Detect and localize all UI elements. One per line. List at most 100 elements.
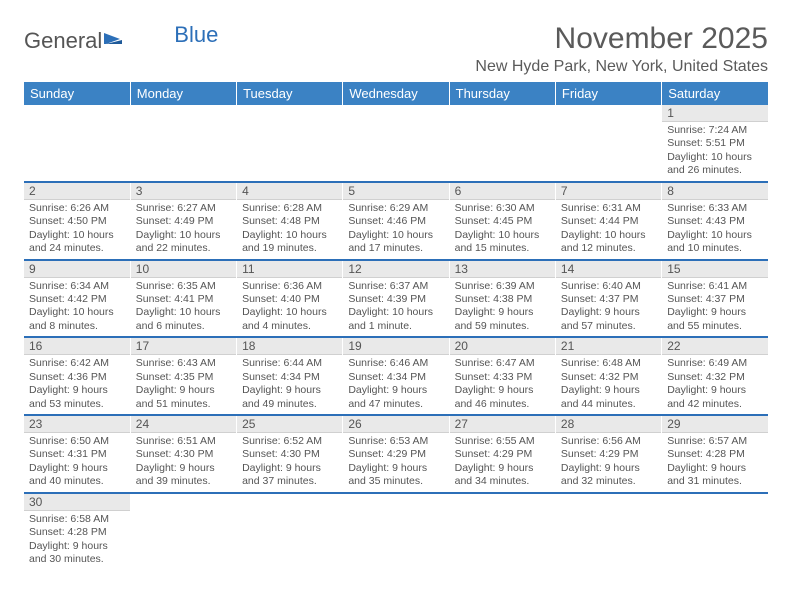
day-number: 12 bbox=[343, 261, 448, 278]
sunrise-line: Sunrise: 6:27 AM bbox=[136, 202, 231, 215]
sunrise-line: Sunrise: 6:49 AM bbox=[667, 357, 763, 370]
calendar-day-cell: 2Sunrise: 6:26 AMSunset: 4:50 PMDaylight… bbox=[24, 182, 130, 260]
header: General Blue November 2025 New Hyde Park… bbox=[24, 22, 768, 76]
day-data: Sunrise: 6:46 AMSunset: 4:34 PMDaylight:… bbox=[343, 355, 448, 414]
sunrise-line: Sunrise: 6:46 AM bbox=[348, 357, 443, 370]
sunrise-line: Sunrise: 6:50 AM bbox=[29, 435, 125, 448]
sunset-line: Sunset: 4:39 PM bbox=[348, 293, 443, 306]
sunset-line: Sunset: 4:29 PM bbox=[561, 448, 656, 461]
weekday-header: Thursday bbox=[449, 82, 555, 105]
sunset-line: Sunset: 4:43 PM bbox=[667, 215, 763, 228]
weekday-header: Wednesday bbox=[343, 82, 449, 105]
daylight-line: Daylight: 9 hours and 39 minutes. bbox=[136, 462, 231, 489]
calendar-body: 1Sunrise: 7:24 AMSunset: 5:51 PMDaylight… bbox=[24, 105, 768, 570]
daylight-line: Daylight: 9 hours and 37 minutes. bbox=[242, 462, 337, 489]
calendar-day-cell: 25Sunrise: 6:52 AMSunset: 4:30 PMDayligh… bbox=[237, 415, 343, 493]
sunset-line: Sunset: 4:29 PM bbox=[455, 448, 550, 461]
day-data: Sunrise: 6:40 AMSunset: 4:37 PMDaylight:… bbox=[556, 278, 661, 337]
sunset-line: Sunset: 4:29 PM bbox=[348, 448, 443, 461]
calendar-day-cell: 21Sunrise: 6:48 AMSunset: 4:32 PMDayligh… bbox=[555, 337, 661, 415]
day-data: Sunrise: 6:37 AMSunset: 4:39 PMDaylight:… bbox=[343, 278, 448, 337]
sunset-line: Sunset: 4:38 PM bbox=[455, 293, 550, 306]
weekday-header: Sunday bbox=[24, 82, 130, 105]
day-data: Sunrise: 6:26 AMSunset: 4:50 PMDaylight:… bbox=[24, 200, 130, 259]
sunset-line: Sunset: 4:30 PM bbox=[242, 448, 337, 461]
weekday-header: Saturday bbox=[662, 82, 768, 105]
calendar-day-cell: 13Sunrise: 6:39 AMSunset: 4:38 PMDayligh… bbox=[449, 260, 555, 338]
sunrise-line: Sunrise: 7:24 AM bbox=[667, 124, 763, 137]
calendar-day-cell: 7Sunrise: 6:31 AMSunset: 4:44 PMDaylight… bbox=[555, 182, 661, 260]
calendar-empty-cell bbox=[24, 105, 130, 182]
day-data: Sunrise: 6:44 AMSunset: 4:34 PMDaylight:… bbox=[237, 355, 342, 414]
sunset-line: Sunset: 4:41 PM bbox=[136, 293, 231, 306]
calendar-day-cell: 30Sunrise: 6:58 AMSunset: 4:28 PMDayligh… bbox=[24, 493, 130, 570]
day-number: 26 bbox=[343, 416, 448, 433]
calendar-day-cell: 29Sunrise: 6:57 AMSunset: 4:28 PMDayligh… bbox=[662, 415, 768, 493]
day-data: Sunrise: 6:58 AMSunset: 4:28 PMDaylight:… bbox=[24, 511, 130, 570]
day-data: Sunrise: 6:56 AMSunset: 4:29 PMDaylight:… bbox=[556, 433, 661, 492]
sunset-line: Sunset: 4:49 PM bbox=[136, 215, 231, 228]
day-number: 10 bbox=[131, 261, 236, 278]
daylight-line: Daylight: 9 hours and 42 minutes. bbox=[667, 384, 763, 411]
calendar-week-row: 23Sunrise: 6:50 AMSunset: 4:31 PMDayligh… bbox=[24, 415, 768, 493]
day-number: 17 bbox=[131, 338, 236, 355]
sunrise-line: Sunrise: 6:34 AM bbox=[29, 280, 125, 293]
sunrise-line: Sunrise: 6:35 AM bbox=[136, 280, 231, 293]
daylight-line: Daylight: 10 hours and 1 minute. bbox=[348, 306, 443, 333]
sunrise-line: Sunrise: 6:26 AM bbox=[29, 202, 125, 215]
day-data: Sunrise: 6:39 AMSunset: 4:38 PMDaylight:… bbox=[450, 278, 555, 337]
daylight-line: Daylight: 9 hours and 51 minutes. bbox=[136, 384, 231, 411]
sunrise-line: Sunrise: 6:57 AM bbox=[667, 435, 763, 448]
sunrise-line: Sunrise: 6:30 AM bbox=[455, 202, 550, 215]
calendar-week-row: 16Sunrise: 6:42 AMSunset: 4:36 PMDayligh… bbox=[24, 337, 768, 415]
sunset-line: Sunset: 4:36 PM bbox=[29, 371, 125, 384]
daylight-line: Daylight: 9 hours and 49 minutes. bbox=[242, 384, 337, 411]
sunset-line: Sunset: 4:46 PM bbox=[348, 215, 443, 228]
daylight-line: Daylight: 9 hours and 46 minutes. bbox=[455, 384, 550, 411]
calendar-empty-cell bbox=[343, 493, 449, 570]
calendar-day-cell: 20Sunrise: 6:47 AMSunset: 4:33 PMDayligh… bbox=[449, 337, 555, 415]
day-data: Sunrise: 6:30 AMSunset: 4:45 PMDaylight:… bbox=[450, 200, 555, 259]
sunrise-line: Sunrise: 6:41 AM bbox=[667, 280, 763, 293]
sunset-line: Sunset: 4:37 PM bbox=[561, 293, 656, 306]
daylight-line: Daylight: 10 hours and 22 minutes. bbox=[136, 229, 231, 256]
sunset-line: Sunset: 4:30 PM bbox=[136, 448, 231, 461]
day-number: 16 bbox=[24, 338, 130, 355]
daylight-line: Daylight: 10 hours and 6 minutes. bbox=[136, 306, 231, 333]
sunrise-line: Sunrise: 6:58 AM bbox=[29, 513, 125, 526]
daylight-line: Daylight: 9 hours and 32 minutes. bbox=[561, 462, 656, 489]
logo-flag-icon bbox=[104, 26, 126, 52]
day-data: Sunrise: 6:29 AMSunset: 4:46 PMDaylight:… bbox=[343, 200, 448, 259]
sunset-line: Sunset: 4:32 PM bbox=[667, 371, 763, 384]
day-data: Sunrise: 6:36 AMSunset: 4:40 PMDaylight:… bbox=[237, 278, 342, 337]
sunrise-line: Sunrise: 6:53 AM bbox=[348, 435, 443, 448]
daylight-line: Daylight: 10 hours and 10 minutes. bbox=[667, 229, 763, 256]
day-number: 15 bbox=[662, 261, 768, 278]
sunset-line: Sunset: 4:34 PM bbox=[242, 371, 337, 384]
day-number: 24 bbox=[131, 416, 236, 433]
sunrise-line: Sunrise: 6:36 AM bbox=[242, 280, 337, 293]
day-data: Sunrise: 6:31 AMSunset: 4:44 PMDaylight:… bbox=[556, 200, 661, 259]
calendar-week-row: 2Sunrise: 6:26 AMSunset: 4:50 PMDaylight… bbox=[24, 182, 768, 260]
calendar-day-cell: 22Sunrise: 6:49 AMSunset: 4:32 PMDayligh… bbox=[662, 337, 768, 415]
calendar-empty-cell bbox=[555, 493, 661, 570]
day-number: 3 bbox=[131, 183, 236, 200]
calendar-week-row: 1Sunrise: 7:24 AMSunset: 5:51 PMDaylight… bbox=[24, 105, 768, 182]
daylight-line: Daylight: 10 hours and 4 minutes. bbox=[242, 306, 337, 333]
calendar-empty-cell bbox=[662, 493, 768, 570]
sunrise-line: Sunrise: 6:28 AM bbox=[242, 202, 337, 215]
sunset-line: Sunset: 4:28 PM bbox=[667, 448, 763, 461]
day-number: 21 bbox=[556, 338, 661, 355]
day-number: 28 bbox=[556, 416, 661, 433]
day-number: 27 bbox=[450, 416, 555, 433]
day-data: Sunrise: 6:49 AMSunset: 4:32 PMDaylight:… bbox=[662, 355, 768, 414]
day-data: Sunrise: 6:51 AMSunset: 4:30 PMDaylight:… bbox=[131, 433, 236, 492]
sunrise-line: Sunrise: 6:40 AM bbox=[561, 280, 656, 293]
calendar-empty-cell bbox=[449, 105, 555, 182]
calendar-day-cell: 12Sunrise: 6:37 AMSunset: 4:39 PMDayligh… bbox=[343, 260, 449, 338]
sunset-line: Sunset: 4:44 PM bbox=[561, 215, 656, 228]
calendar-day-cell: 18Sunrise: 6:44 AMSunset: 4:34 PMDayligh… bbox=[237, 337, 343, 415]
sunrise-line: Sunrise: 6:39 AM bbox=[455, 280, 550, 293]
day-data: Sunrise: 6:27 AMSunset: 4:49 PMDaylight:… bbox=[131, 200, 236, 259]
day-number: 29 bbox=[662, 416, 768, 433]
